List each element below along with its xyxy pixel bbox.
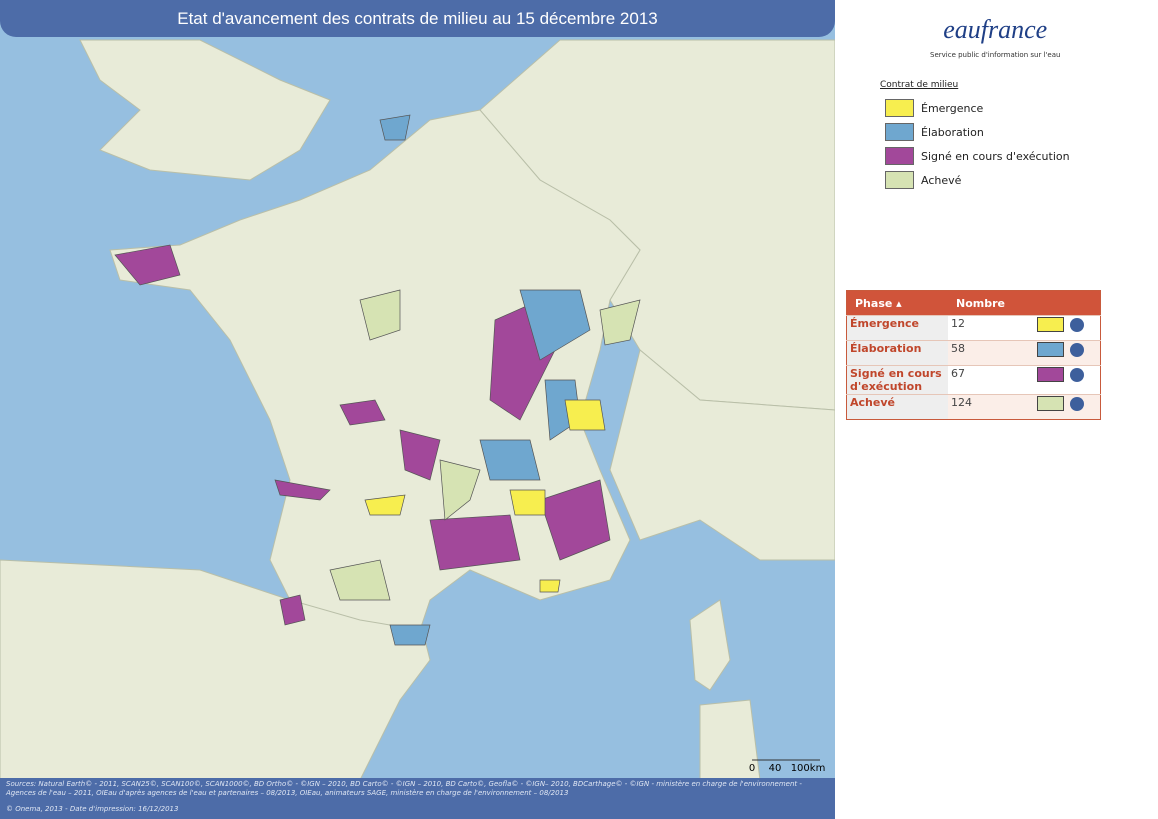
- basin: [359, 289, 401, 341]
- basin: [389, 624, 431, 646]
- legend-swatch: [885, 123, 914, 141]
- table-row: Élaboration 58: [846, 340, 1101, 366]
- count-cell: 12: [948, 315, 1034, 341]
- header-cell[interactable]: Nombre: [948, 290, 1101, 316]
- legend-swatch: [885, 99, 914, 117]
- table-row: Achevé 124: [846, 394, 1101, 420]
- scale-label: 0: [749, 763, 755, 774]
- basin: [329, 559, 391, 601]
- legend-label: Signé en cours d'exécution: [921, 149, 1070, 163]
- scale-label: 100km: [791, 763, 826, 774]
- legend-label: Émergence: [921, 101, 984, 115]
- logo: eaufrance Service public d'information s…: [930, 15, 1060, 59]
- basin: [339, 399, 386, 426]
- credit: © Onema, 2013 - Date d'impression: 16/12…: [6, 805, 179, 813]
- icon-cell: [1034, 365, 1101, 395]
- scale-label: 40: [769, 763, 782, 774]
- row-swatch: [1037, 342, 1064, 357]
- phase-cell: Signé en cours d'exécution: [846, 365, 948, 395]
- legend-item: Signé en cours d'exécution: [880, 144, 1070, 168]
- map-icon[interactable]: [1070, 317, 1084, 332]
- basin: [519, 289, 591, 361]
- basin: [399, 429, 441, 481]
- basin: [539, 579, 561, 593]
- legend-title: Contrat de milieu: [880, 80, 959, 90]
- count-cell: 67: [948, 365, 1034, 395]
- sources: Sources: Natural Earth© - 2011, SCAN25©,…: [6, 780, 802, 797]
- land-uk: [79, 39, 331, 181]
- legend-item: Achevé: [880, 168, 1070, 192]
- basin: [279, 594, 306, 626]
- land-france: [109, 109, 641, 631]
- basin: [114, 244, 181, 286]
- row-swatch: [1037, 317, 1064, 332]
- count-cell: 124: [948, 394, 1034, 420]
- table-row: Signé en cours d'exécution 67: [846, 365, 1101, 395]
- phase-table: Phase ▴ Nombre Émergence 12 Élaboration 58 S…: [846, 290, 1101, 420]
- legend-item: Élaboration: [880, 120, 1070, 144]
- legend-label: Élaboration: [921, 125, 984, 139]
- legend-swatch: [885, 171, 914, 189]
- land-corsica: [689, 599, 731, 691]
- footer: Sources: Natural Earth© - 2011, SCAN25©,…: [0, 778, 835, 819]
- legend-item: Émergence: [880, 96, 1070, 120]
- basin: [364, 494, 406, 516]
- basin: [439, 459, 481, 521]
- basin: [274, 479, 331, 501]
- logo-name: eaufrance: [943, 15, 1048, 44]
- icon-cell: [1034, 394, 1101, 420]
- basin: [379, 114, 411, 141]
- header-cell[interactable]: Phase ▴: [846, 290, 948, 316]
- logo-tagline: Service public d'information sur l'eau: [930, 51, 1061, 59]
- basin: [564, 399, 606, 431]
- map-title: Etat d'avancement des contrats de milieu…: [0, 0, 835, 37]
- row-swatch: [1037, 367, 1064, 382]
- basin: [539, 479, 611, 561]
- icon-cell: [1034, 340, 1101, 366]
- map: 0 40 100km: [0, 0, 835, 781]
- legend: Contrat de milieu Émergence Élaboration Si…: [880, 80, 1070, 192]
- basins: [114, 114, 641, 646]
- header-text: Phase: [855, 296, 893, 310]
- basin: [479, 439, 541, 481]
- legend-label: Achevé: [921, 173, 962, 187]
- basin: [429, 514, 521, 571]
- count-cell: 58: [948, 340, 1034, 366]
- land-italy: [609, 349, 835, 561]
- legend-swatch: [885, 147, 914, 165]
- basin: [509, 489, 546, 516]
- phase-cell: Élaboration: [846, 340, 948, 366]
- map-icon[interactable]: [1070, 367, 1084, 382]
- icon-cell: [1034, 315, 1101, 341]
- table-header: Phase ▴ Nombre: [846, 290, 1101, 316]
- basin: [599, 299, 641, 346]
- scale-bar: 0 40 100km: [749, 759, 826, 774]
- phase-cell: Achevé: [846, 394, 948, 420]
- table-row: Émergence 12: [846, 315, 1101, 341]
- map-icon[interactable]: [1070, 342, 1084, 357]
- map-icon[interactable]: [1070, 396, 1084, 411]
- row-swatch: [1037, 396, 1064, 411]
- phase-cell: Émergence: [846, 315, 948, 341]
